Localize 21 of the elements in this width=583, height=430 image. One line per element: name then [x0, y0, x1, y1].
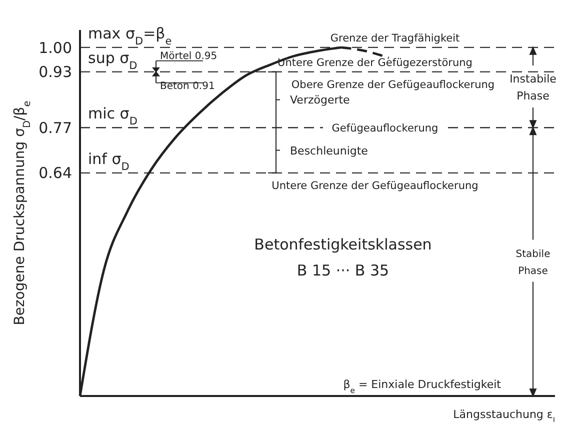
annotation: Betonfestigkeitsklassen: [254, 236, 432, 254]
ref-line-label: Obere Grenze der Gefügeauflockerung: [291, 78, 495, 91]
y-tick-label: 0.77: [38, 118, 72, 137]
annotation: Beton 0.91: [160, 80, 215, 92]
annotation: max σ$_{D}$=β$_{e}$: [88, 24, 172, 48]
y-tick-label: 1.00: [38, 38, 72, 57]
y-tick-label: 0.93: [38, 63, 72, 82]
annotation: Instabile Phase: [510, 72, 557, 103]
annotation: Stabile Phase: [516, 248, 550, 277]
annotation: inf σ$_{D}$: [88, 150, 130, 173]
ref-line-label: Grenze der Tragfähigkeit: [330, 32, 460, 44]
annotation: B 15 ··· B 35: [296, 262, 390, 280]
annotation: mic σ$_{D}$: [88, 104, 138, 128]
ref-line-label: Gefügeauflockerung: [332, 122, 438, 135]
annotation: β$_{e}$ = Einxiale Druckfestigkeit: [343, 378, 502, 394]
annotation: sup σ$_{D}$: [88, 48, 138, 72]
annotation: Verzögerte: [290, 94, 350, 107]
ref-line-label: Untere Grenze der Gefügeauflockerung: [272, 180, 478, 192]
annotation: Mörtel 0.95: [160, 50, 218, 62]
y-tick-label: 0.64: [38, 164, 72, 182]
annotation: Beschleunigte: [290, 144, 368, 158]
